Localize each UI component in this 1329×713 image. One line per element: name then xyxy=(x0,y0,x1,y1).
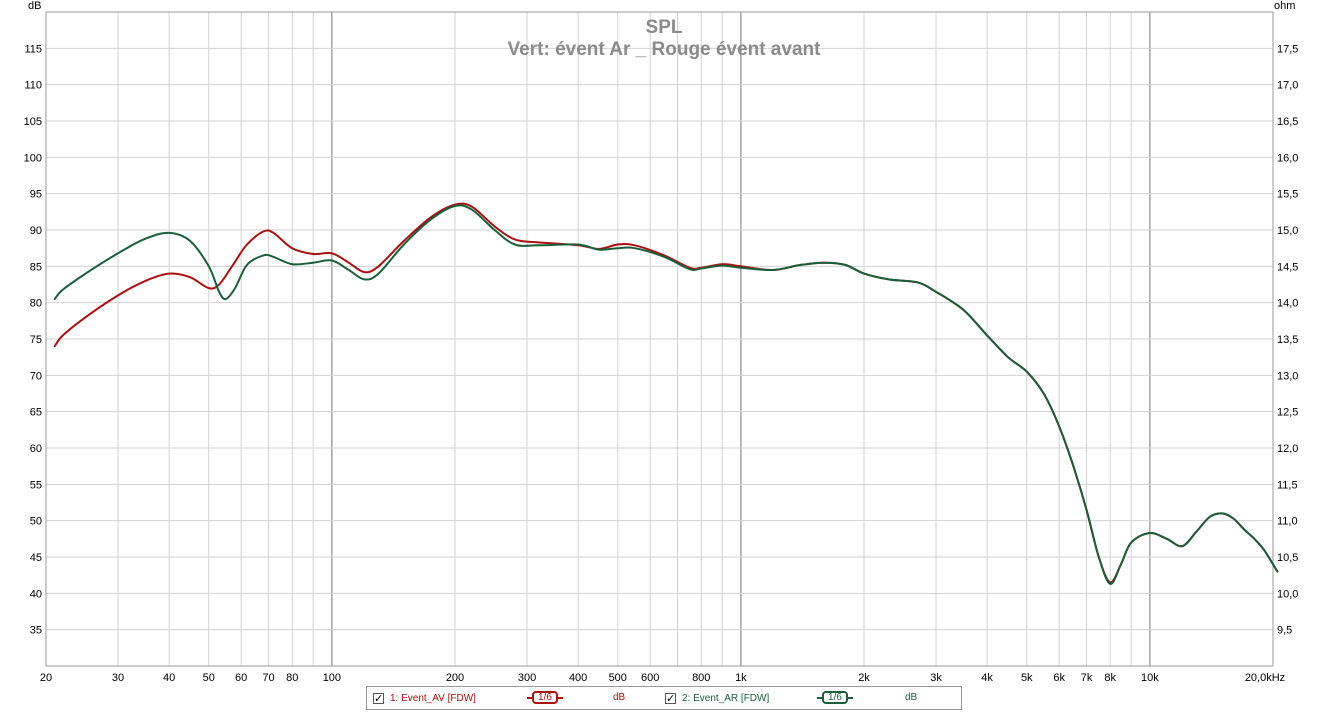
y-right-tick-label: 12,0 xyxy=(1277,443,1298,455)
x-tick-label: 8k xyxy=(1104,672,1116,684)
y-tick-label: 100 xyxy=(24,152,42,164)
y-tick-label: 70 xyxy=(30,370,42,382)
x-tick-label: 60 xyxy=(235,672,247,684)
y-tick-label: 65 xyxy=(30,407,42,419)
y-tick-label: 35 xyxy=(30,625,42,637)
y-right-tick-label: 9,5 xyxy=(1277,625,1292,637)
x-tick-label: 5k xyxy=(1021,672,1033,684)
y-right-tick-label: 13,0 xyxy=(1277,370,1298,382)
y-tick-label: 45 xyxy=(30,552,42,564)
axes: 35 40 45 50 55 60 65 70 75 80 85 90 95 100 105 110 115 9,… xyxy=(24,11,1298,684)
x-tick-label: 30 xyxy=(112,672,124,684)
y-right-tick-label: 11,5 xyxy=(1277,479,1298,491)
chart-svg: 35 40 45 50 55 60 65 70 75 80 85 90 95 100 105 110 115 9,… xyxy=(24,0,1299,684)
y-tick-label: 55 xyxy=(30,479,42,491)
x-tick-label: 50 xyxy=(203,672,215,684)
y-tick-label: 50 xyxy=(30,516,42,528)
y-tick-label: 115 xyxy=(24,43,42,55)
y-tick-label: 60 xyxy=(30,443,42,455)
y-right-tick-label: 15,0 xyxy=(1277,225,1298,237)
y-right-tick-label: 14,0 xyxy=(1277,298,1298,310)
y-axis-left-label: dB xyxy=(28,0,41,12)
legend-item-event-av[interactable]: ✓ 1: Event_AV [FDW] xyxy=(373,687,476,709)
y-tick-label: 110 xyxy=(24,80,42,92)
y-right-tick-label: 16,0 xyxy=(1277,152,1298,164)
y-right-tick-label: 16,5 xyxy=(1277,116,1298,128)
x-tick-label: 1k xyxy=(735,672,747,684)
smoothing-button-event-ar[interactable]: 1/6 xyxy=(822,691,848,704)
x-tick-label: 100 xyxy=(323,672,341,684)
y-tick-label: 90 xyxy=(30,225,42,237)
y-right-tick-label: 15,5 xyxy=(1277,189,1298,201)
x-tick-label: 200 xyxy=(446,672,464,684)
y-right-tick-label: 10,0 xyxy=(1277,588,1298,600)
x-tick-label: 4k xyxy=(981,672,993,684)
grid xyxy=(45,12,1274,666)
y-tick-label: 95 xyxy=(30,189,42,201)
y-right-tick-label: 10,5 xyxy=(1277,552,1298,564)
x-tick-label: 500 xyxy=(609,672,627,684)
y-tick-label: 80 xyxy=(30,298,42,310)
y-right-tick-label: 17,5 xyxy=(1277,43,1298,55)
legend-unit-event-ar: dB xyxy=(905,692,918,703)
y-right-tick-label: 14,5 xyxy=(1277,261,1298,273)
y-right-tick-label: 12,5 xyxy=(1277,407,1298,419)
x-tick-label: 800 xyxy=(692,672,710,684)
legend-label-event-av: 1: Event_AV [FDW] xyxy=(390,692,476,704)
y-right-tick-label: 13,5 xyxy=(1277,334,1298,346)
series-layer xyxy=(53,202,1279,585)
y-right-tick-label: 17,0 xyxy=(1277,80,1298,92)
y-tick-label: 40 xyxy=(30,588,42,600)
y-tick-label: 75 xyxy=(30,334,42,346)
x-tick-label: 20,0kHz xyxy=(1245,672,1285,684)
y-tick-label: 105 xyxy=(24,116,42,128)
x-tick-label: 70 xyxy=(262,672,274,684)
x-tick-label: 80 xyxy=(286,672,298,684)
y-tick-label: 85 xyxy=(30,261,42,273)
x-tick-label: 6k xyxy=(1053,672,1065,684)
legend-checkbox-event-ar[interactable]: ✓ xyxy=(665,692,676,705)
x-tick-label: 20 xyxy=(40,672,52,684)
x-tick-label: 7k xyxy=(1081,672,1093,684)
legend-bar: ✓ 1: Event_AV [FDW] 1/6 dB ✓ 2: Event_AR… xyxy=(366,686,962,710)
plot-frame xyxy=(45,11,1274,667)
legend-label-event-ar: 2: Event_AR [FDW] xyxy=(682,692,770,704)
legend-checkbox-event-av[interactable]: ✓ xyxy=(373,692,384,705)
legend-item-event-ar[interactable]: ✓ 2: Event_AR [FDW] xyxy=(665,687,769,709)
x-tick-label: 3k xyxy=(930,672,942,684)
x-tick-label: 400 xyxy=(569,672,587,684)
y-axis-right-label: ohm xyxy=(1274,0,1295,12)
legend-unit-event-av: dB xyxy=(613,692,626,703)
chart-title: SPL xyxy=(646,17,683,38)
chart-subtitle: Vert: évent Ar _ Rouge évent avant xyxy=(508,39,822,60)
series-line-2 xyxy=(53,204,1279,585)
x-tick-label: 2k xyxy=(858,672,870,684)
smoothing-button-event-av[interactable]: 1/6 xyxy=(532,691,558,704)
x-tick-label: 40 xyxy=(163,672,175,684)
x-tick-label: 600 xyxy=(641,672,659,684)
y-right-tick-label: 11,0 xyxy=(1277,516,1298,528)
x-tick-label: 10k xyxy=(1141,672,1159,684)
x-tick-label: 300 xyxy=(518,672,536,684)
